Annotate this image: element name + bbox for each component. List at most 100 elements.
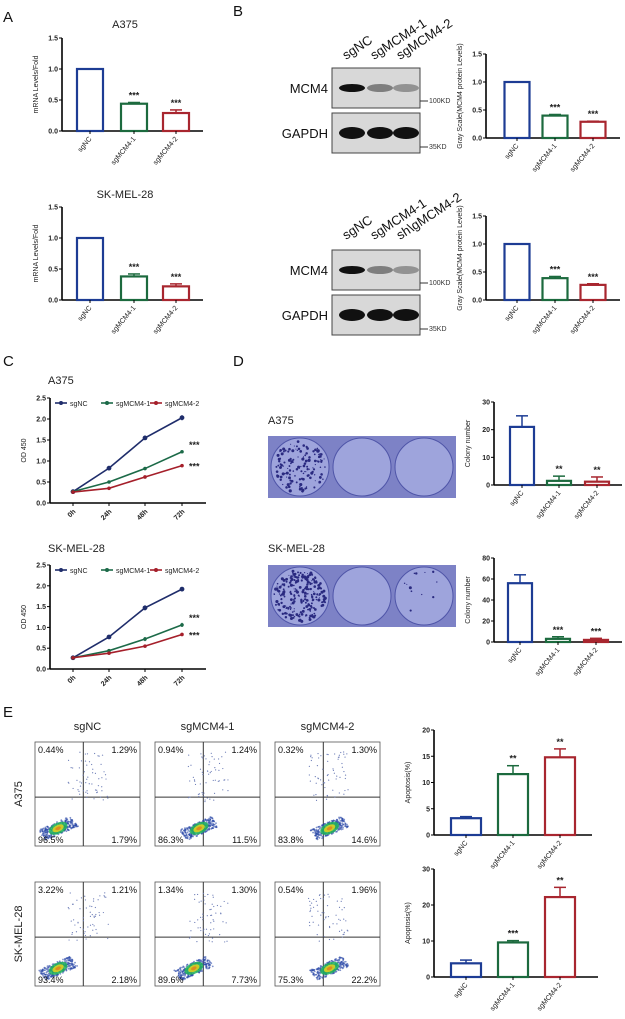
event-dot: [309, 904, 311, 906]
event-dot: [327, 774, 329, 776]
event-dot: [335, 778, 337, 780]
event-dot: [200, 753, 202, 755]
event-dot: [340, 827, 342, 829]
colony: [306, 447, 309, 450]
event-dot: [223, 900, 225, 903]
x-tick-label: sgNC: [453, 982, 470, 1000]
colony: [278, 604, 280, 606]
event-dot: [210, 929, 212, 931]
x-tick-label: sgMCM4-1: [534, 647, 561, 678]
bar-sgmcm4-1: [119, 102, 149, 133]
quadrant-ul: 1.34%: [158, 885, 184, 895]
event-dot: [185, 832, 188, 835]
event-dot: [204, 933, 207, 935]
colony: [283, 450, 285, 453]
event-dot: [192, 776, 194, 778]
event-dot: [216, 904, 219, 907]
event-dot: [203, 796, 205, 798]
event-dot: [194, 921, 196, 924]
quadrant-ll: 93.4%: [38, 975, 64, 985]
colony: [313, 585, 317, 588]
colony: [293, 579, 296, 582]
event-dot: [177, 974, 180, 977]
event-dot: [321, 835, 324, 838]
y-tick-label: 1.0: [472, 242, 482, 249]
event-dot: [88, 783, 90, 785]
event-dot: [320, 897, 322, 900]
event-dot: [184, 837, 187, 839]
event-dot: [65, 819, 68, 821]
event-dot: [184, 834, 187, 837]
significance-label: **: [593, 465, 601, 475]
colony: [293, 588, 295, 590]
colony: [297, 578, 299, 581]
bar-sgmcm4-2: [161, 285, 191, 302]
series-line-sgmcm4-1: [72, 624, 183, 659]
event-dot: [217, 758, 220, 760]
event-dot: [68, 959, 71, 962]
event-dot: [343, 962, 345, 965]
data-point: [180, 463, 184, 468]
colony: [413, 572, 416, 575]
event-dot: [202, 757, 204, 759]
x-tick-label: 48h: [136, 674, 149, 687]
event-dot: [317, 831, 320, 834]
event-dot: [321, 976, 323, 979]
colony: [298, 478, 302, 481]
event-dot: [202, 967, 205, 969]
colony: [274, 587, 278, 591]
event-dot: [107, 797, 109, 799]
colony: [277, 589, 281, 593]
event-dot: [80, 760, 83, 762]
event-dot: [323, 912, 325, 914]
colony: [278, 593, 281, 595]
event-dot: [342, 826, 344, 829]
colony: [300, 487, 303, 490]
colony: [315, 596, 318, 599]
event-dot: [332, 769, 335, 771]
colony: [283, 579, 285, 581]
colony: [279, 475, 283, 479]
colony: [322, 478, 324, 480]
event-dot: [82, 790, 85, 792]
colony: [288, 469, 292, 472]
protein-band: [339, 309, 365, 321]
event-dot: [68, 908, 70, 910]
plot-frame: [154, 741, 261, 847]
chart-title: A375: [112, 19, 138, 31]
plot-frame: [154, 881, 261, 987]
event-dot: [227, 789, 229, 792]
event-dot: [46, 965, 49, 968]
event-dot: [202, 919, 204, 921]
colony: [273, 593, 275, 595]
event-dot: [42, 831, 45, 834]
event-dot: [214, 779, 216, 781]
event-dot: [105, 896, 107, 898]
event-dot: [346, 826, 349, 828]
event-dot: [316, 970, 319, 973]
colony: [276, 582, 279, 585]
event-dot: [104, 774, 107, 776]
event-dot: [211, 755, 213, 758]
event-dot: [198, 958, 201, 961]
event-dot: [97, 785, 100, 787]
colony: [319, 459, 322, 461]
event-dot: [45, 978, 47, 981]
event-dot: [101, 786, 103, 788]
event-dot: [344, 825, 347, 828]
colony: [302, 464, 306, 468]
colony: [284, 472, 286, 475]
event-dot: [104, 892, 106, 894]
event-dot: [338, 906, 341, 908]
event-dot: [44, 973, 46, 976]
colony: [289, 592, 293, 595]
marker-label: 35KD: [429, 144, 447, 151]
event-dot: [322, 898, 324, 900]
event-dot: [210, 770, 212, 773]
bar-sgnc: [506, 582, 534, 644]
event-dot: [220, 905, 222, 907]
event-dot: [67, 961, 69, 964]
colony: [279, 448, 283, 452]
colony: [303, 607, 306, 610]
